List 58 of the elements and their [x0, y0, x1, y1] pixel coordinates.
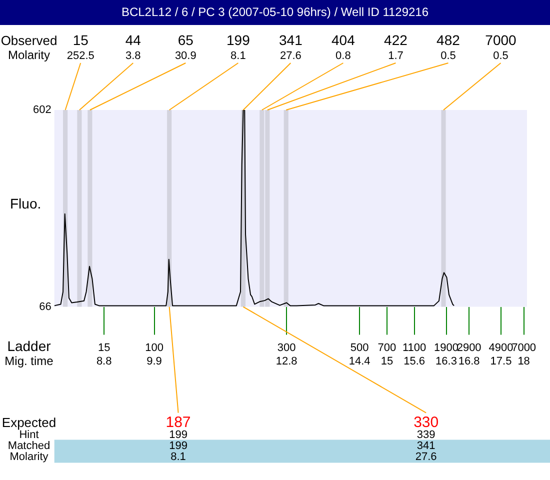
- x-tick-label: 16.8: [458, 355, 480, 368]
- band-label: 44: [125, 32, 142, 48]
- annotation: 1.7: [388, 50, 404, 62]
- text: 199: [169, 428, 188, 441]
- band-label: 422: [384, 32, 408, 48]
- band-label: 65: [178, 32, 194, 48]
- band-label: 482: [436, 32, 460, 48]
- y-axis-title: Fluo.: [10, 195, 42, 212]
- text: Matched: [8, 440, 50, 452]
- text: 341: [416, 440, 436, 452]
- chart-title: BCL2L12 / 6 / PC 3 (2007-05-10 96hrs) / Well ID 1129216: [0, 0, 550, 25]
- text: Hint: [19, 428, 39, 441]
- x-tick-label: 9.9: [146, 355, 162, 368]
- annotation: 252.5: [66, 50, 94, 62]
- x-tick-label: 15: [380, 355, 394, 368]
- text: 199: [169, 440, 188, 452]
- text: Mig. time: [4, 354, 54, 368]
- text: Observed: [0, 33, 58, 48]
- x-tick-label: 18: [518, 355, 530, 368]
- band-label: 7000: [485, 32, 517, 48]
- x-tick-label: 12.8: [276, 355, 298, 368]
- text: 2900: [456, 342, 482, 354]
- annotation: 0.5: [493, 50, 508, 62]
- annotation: 0.8: [336, 50, 351, 62]
- annotation: 330: [414, 414, 439, 431]
- text: 15: [98, 342, 110, 354]
- text: Molarity: [10, 450, 49, 463]
- x-tick-label: 8.8: [96, 355, 112, 368]
- band-label: 199: [226, 32, 250, 48]
- x-tick-label: 17.5: [490, 355, 512, 368]
- annotation: 8.1: [230, 50, 246, 62]
- text: Ladder: [7, 338, 52, 354]
- band-label: 15: [72, 32, 89, 48]
- text: 8.1: [170, 450, 186, 463]
- annotation: 0.5: [440, 50, 456, 62]
- band-label: 404: [332, 32, 356, 48]
- text: 1100: [402, 342, 426, 354]
- annotation: 187: [166, 414, 191, 431]
- text: 339: [416, 428, 436, 441]
- text: Expected: [2, 414, 56, 430]
- x-tick-label: 16.3: [436, 355, 457, 368]
- y-tick-label: 602: [32, 104, 52, 116]
- text: 4900: [488, 342, 514, 354]
- band-label: 341: [279, 32, 303, 48]
- x-tick-label: 14.4: [348, 355, 370, 368]
- text: 700: [378, 342, 396, 354]
- text: Molarity: [8, 48, 50, 62]
- text: 7000: [512, 342, 536, 354]
- y-tick-label: 66: [39, 300, 52, 313]
- annotation: 27.6: [280, 50, 302, 62]
- text: 1900: [434, 342, 458, 354]
- text: 300: [277, 342, 296, 354]
- annotation: 30.9: [174, 50, 196, 62]
- text: 27.6: [415, 450, 437, 463]
- text: 100: [145, 342, 164, 354]
- annotation: 3.8: [125, 50, 141, 62]
- x-tick-label: 15.6: [404, 355, 426, 368]
- text: 500: [350, 342, 369, 354]
